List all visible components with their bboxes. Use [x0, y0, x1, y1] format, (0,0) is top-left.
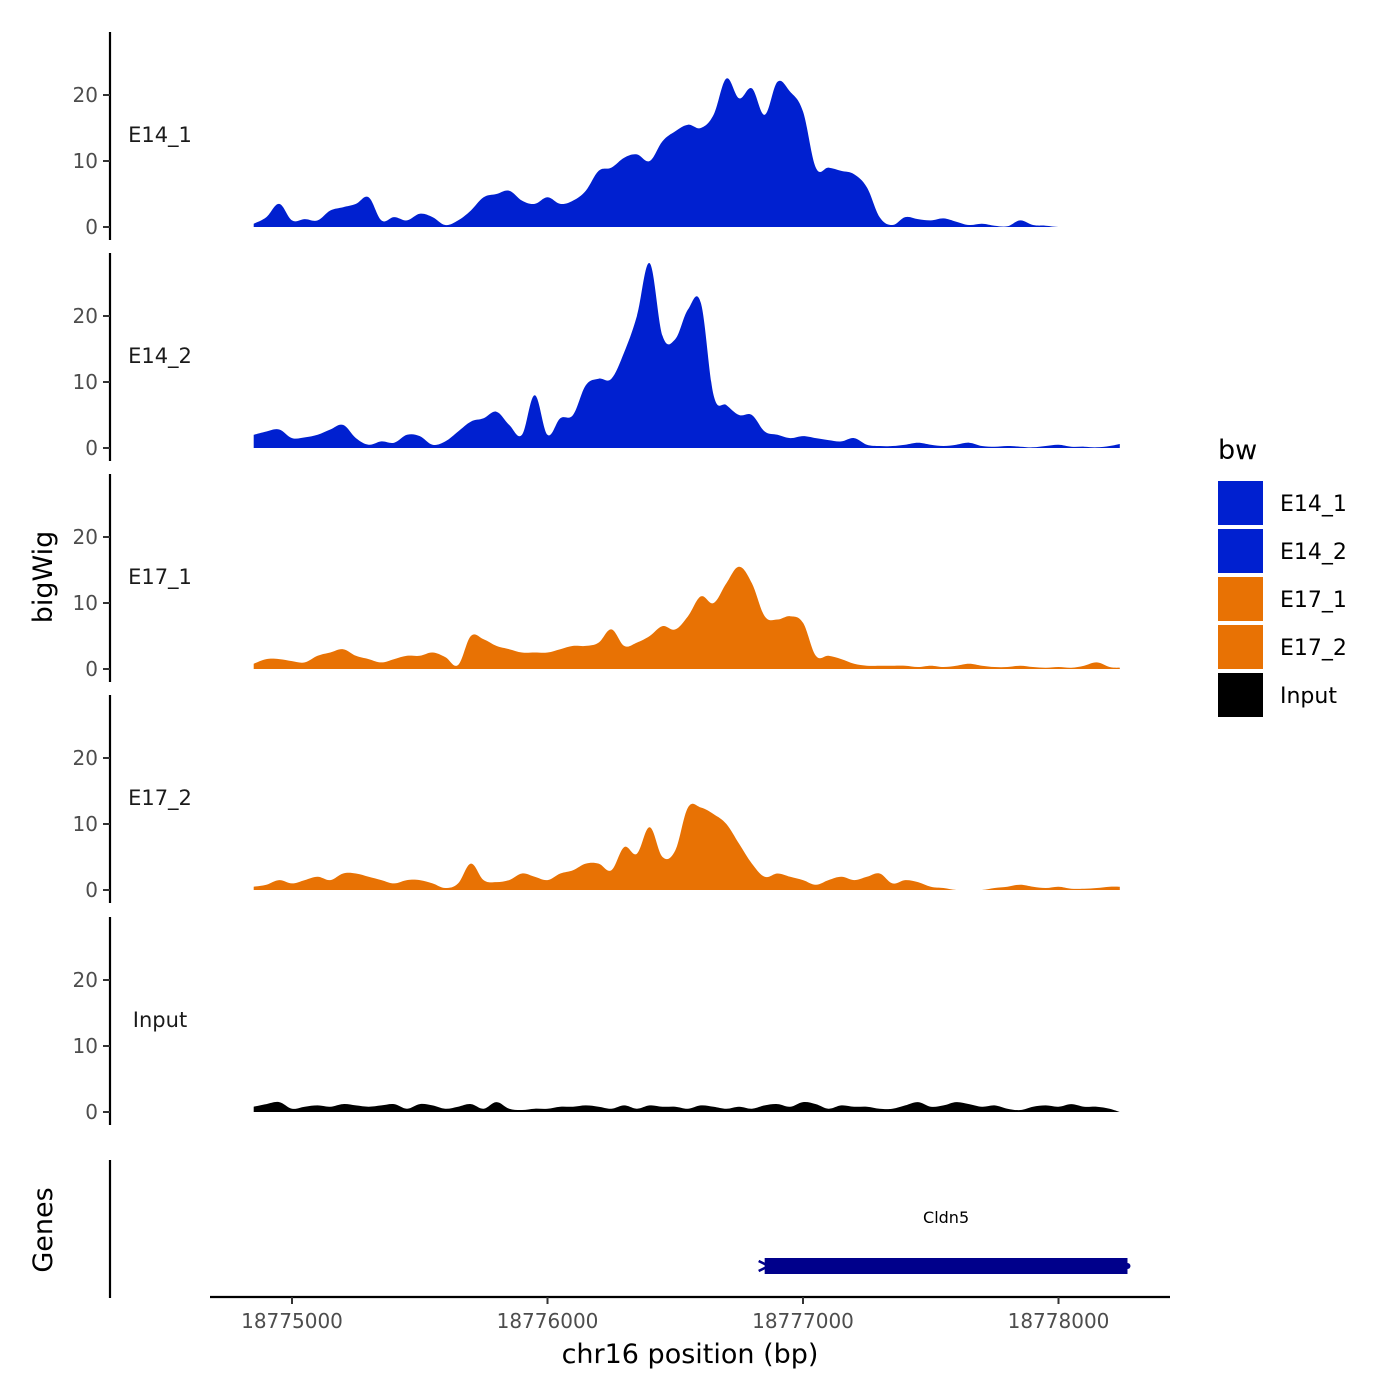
- track-e14-2: 0 10 20 E14_2: [73, 253, 1120, 461]
- track-e14-1: 0 10 20 E14_1: [73, 32, 1120, 240]
- y-tick-label: 20: [73, 968, 98, 992]
- track-label: E14_1: [128, 123, 192, 148]
- track-label: E17_2: [128, 786, 192, 811]
- signal-area-e17-1: [253, 566, 1120, 669]
- y-tick-label: 20: [73, 525, 98, 549]
- legend-label: E17_1: [1280, 588, 1347, 613]
- signal-area-e14-2: [253, 262, 1120, 448]
- y-tick-label: 0: [85, 1100, 98, 1124]
- legend: bw E14_1 E14_2 E17_1 E17_2 Input: [1218, 435, 1347, 717]
- gene-track-title: Genes: [28, 1187, 59, 1272]
- legend-swatch-e14-2: [1218, 529, 1263, 573]
- gene-end-marker: [1124, 1263, 1131, 1269]
- legend-swatch-input: [1218, 673, 1263, 717]
- gene-track: Cldn5: [108, 1160, 1131, 1298]
- gene-body-cldn5: [764, 1258, 1128, 1274]
- y-tick-label: 20: [73, 83, 98, 107]
- y-tick-label: 10: [73, 812, 98, 836]
- signal-area-e14-1: [253, 78, 1120, 227]
- y-tick-label: 0: [85, 878, 98, 902]
- y-tick-label: 0: [85, 436, 98, 460]
- legend-title: bw: [1218, 435, 1257, 466]
- track-e17-1: 0 10 20 E17_1: [73, 474, 1120, 682]
- legend-swatch-e17-2: [1218, 625, 1263, 669]
- legend-swatch-e17-1: [1218, 577, 1263, 621]
- y-tick-label: 0: [85, 657, 98, 681]
- y-tick-label: 10: [73, 591, 98, 615]
- signal-tracks: 0 10 20 E14_1 0 10 20 E14_2 0 10 20 E17_1 0 10 20 E17_2…: [73, 32, 1120, 1125]
- signal-area-e17-2: [253, 803, 1120, 890]
- y-axis-title: bigWig: [28, 531, 59, 624]
- track-label: E17_1: [128, 565, 192, 590]
- y-tick-label: 20: [73, 304, 98, 328]
- track-input: 0 10 20 Input: [73, 917, 1120, 1125]
- legend-label: Input: [1280, 684, 1337, 709]
- y-tick-label: 10: [73, 370, 98, 394]
- legend-label: E14_2: [1280, 540, 1347, 565]
- legend-label: E14_1: [1280, 492, 1347, 517]
- y-tick-label: 20: [73, 746, 98, 770]
- track-e17-2: 0 10 20 E17_2: [73, 695, 1120, 903]
- x-tick-label: 18777000: [752, 1309, 854, 1333]
- x-tick-label: 18778000: [1008, 1309, 1110, 1333]
- gene-label-cldn5: Cldn5: [923, 1208, 969, 1227]
- legend-label: E17_2: [1280, 636, 1347, 661]
- x-axis: 18775000 18776000 18777000 18778000: [210, 1295, 1170, 1333]
- signal-area-input: [253, 1101, 1120, 1112]
- y-tick-label: 0: [85, 215, 98, 239]
- x-tick-label: 18776000: [497, 1309, 599, 1333]
- x-tick-label: 18775000: [241, 1309, 343, 1333]
- gene-strand-arrow: [758, 1259, 772, 1273]
- y-tick-label: 10: [73, 1034, 98, 1058]
- track-label: Input: [133, 1008, 187, 1032]
- legend-swatch-e14-1: [1218, 481, 1263, 525]
- y-tick-label: 10: [73, 149, 98, 173]
- x-axis-title: chr16 position (bp): [562, 1339, 819, 1370]
- track-label: E14_2: [128, 344, 192, 369]
